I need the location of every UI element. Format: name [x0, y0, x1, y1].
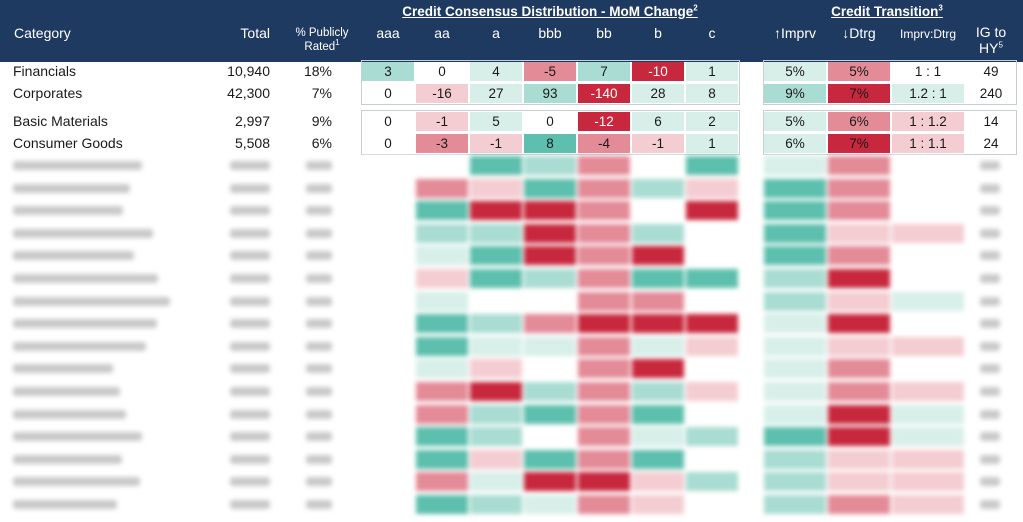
- cell-bb: -4: [578, 134, 630, 153]
- table-header: Category Total % Publicly Rated1 Credit …: [0, 0, 1023, 62]
- row-pct: 9%: [311, 113, 332, 129]
- header-group-consensus-label: Credit Consensus Distribution - MoM Chan…: [402, 4, 694, 19]
- cell-bbb: 93: [524, 84, 576, 103]
- cell-bbb: 8: [524, 134, 576, 153]
- header-col-a: a: [492, 25, 500, 41]
- row-total: 42,300: [227, 85, 270, 101]
- header-group-transition: Credit Transition3: [762, 4, 1012, 19]
- cell-aaa: 3: [362, 62, 414, 81]
- group-box-consensus-2: [361, 110, 740, 155]
- cell-ratio: 1 : 1: [892, 62, 964, 81]
- header-col-aaa: aaa: [376, 25, 400, 41]
- header-group-transition-label: Credit Transition: [831, 4, 939, 19]
- cell-bb: 7: [578, 62, 630, 81]
- cell-a: 5: [470, 112, 522, 131]
- cell-aaa: 0: [362, 84, 414, 103]
- cell-a: -1: [470, 134, 522, 153]
- row-category: Corporates: [13, 85, 83, 101]
- cell-aaa: 0: [362, 134, 414, 153]
- cell-dtrg: 7%: [828, 84, 890, 103]
- header-col-c: c: [708, 25, 716, 41]
- cell-bbb: -5: [524, 62, 576, 81]
- cell-aa: -3: [416, 134, 468, 153]
- cell-a: 4: [470, 62, 522, 81]
- header-dtrg: ↓Dtrg: [842, 25, 876, 41]
- header-ig-label: IG to HY: [975, 24, 1007, 56]
- cell-c: 8: [686, 84, 738, 103]
- cell-dtrg: 6%: [828, 112, 890, 131]
- header-imprv: ↑Imprv: [774, 25, 816, 41]
- cell-aa: -16: [416, 84, 468, 103]
- cell-c: 1: [686, 134, 738, 153]
- cell-ig-hy: 24: [983, 136, 999, 151]
- header-pct-label: % Publicly Rated: [295, 27, 349, 53]
- header-col-bbb: bbb: [538, 25, 562, 41]
- cell-aa: 0: [416, 62, 468, 81]
- row-total: 5,508: [234, 135, 270, 151]
- row-category: Financials: [13, 63, 77, 79]
- header-group-consensus-sup: 2: [693, 3, 698, 13]
- header-group-consensus: Credit Consensus Distribution - MoM Chan…: [360, 4, 740, 19]
- header-pct-publicly-rated: % Publicly Rated1: [284, 26, 360, 54]
- cell-c: 2: [686, 112, 738, 131]
- cell-c: 1: [686, 62, 738, 81]
- header-col-b: b: [654, 25, 662, 41]
- cell-bb: -140: [578, 84, 630, 103]
- cell-ratio: 1.2 : 1: [892, 84, 964, 103]
- cell-bbb: 0: [524, 112, 576, 131]
- row-pct: 7%: [311, 85, 332, 101]
- cell-b: 28: [632, 84, 684, 103]
- cell-b: 6: [632, 112, 684, 131]
- cell-ig-hy: 14: [983, 114, 999, 129]
- row-pct: 6%: [311, 135, 332, 151]
- cell-imprv: 9%: [764, 84, 826, 103]
- cell-aaa: 0: [362, 112, 414, 131]
- cell-bb: -12: [578, 112, 630, 131]
- cell-a: 27: [470, 84, 522, 103]
- header-ig-sup: 5: [998, 40, 1003, 50]
- cell-aa: -1: [416, 112, 468, 131]
- header-col-bb: bb: [596, 25, 612, 41]
- cell-ig-hy: 240: [979, 86, 1003, 101]
- row-category: Consumer Goods: [13, 135, 123, 151]
- cell-imprv: 6%: [764, 134, 826, 153]
- header-group-transition-sup: 3: [938, 3, 943, 13]
- row-category: Basic Materials: [13, 113, 108, 129]
- group-box-consensus-1: [361, 60, 740, 105]
- cell-dtrg: 7%: [828, 134, 890, 153]
- cell-ratio: 1 : 1.2: [892, 112, 964, 131]
- blurred-table-region: [0, 154, 1023, 522]
- row-pct: 18%: [303, 63, 332, 79]
- header-pct-sup: 1: [335, 38, 340, 48]
- cell-b: -10: [632, 62, 684, 81]
- cell-ig-hy: 49: [983, 64, 999, 79]
- cell-imprv: 5%: [764, 112, 826, 131]
- row-total: 2,997: [234, 113, 270, 129]
- header-ratio: Imprv:Dtrg: [899, 27, 956, 41]
- cell-imprv: 5%: [764, 62, 826, 81]
- cell-b: -1: [632, 134, 684, 153]
- header-total: Total: [240, 25, 270, 41]
- cell-dtrg: 5%: [828, 62, 890, 81]
- row-total: 10,940: [227, 63, 270, 79]
- group-box-transition-1: [763, 60, 1017, 105]
- header-col-aa: aa: [434, 25, 450, 41]
- header-category: Category: [14, 25, 71, 41]
- header-ig-to-hy: IG to HY5: [966, 24, 1016, 56]
- cell-ratio: 1 : 1.1: [892, 134, 964, 153]
- group-box-transition-2: [763, 110, 1017, 155]
